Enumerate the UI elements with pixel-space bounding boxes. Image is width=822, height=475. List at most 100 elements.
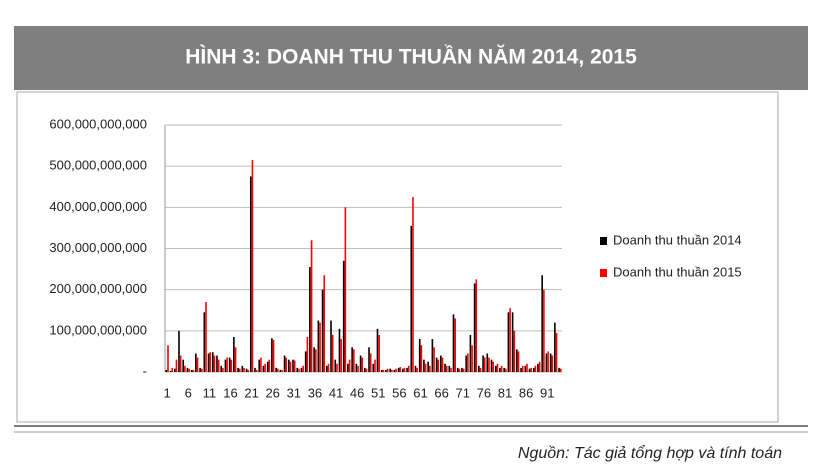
bar xyxy=(385,369,387,372)
bar xyxy=(171,367,174,372)
bar xyxy=(378,334,380,372)
x-tick-label: 86 xyxy=(519,385,533,400)
bar xyxy=(260,357,262,372)
bar xyxy=(173,368,176,372)
bar xyxy=(391,369,393,372)
x-tick-label: 6 xyxy=(185,385,192,400)
bar xyxy=(317,320,320,372)
bar xyxy=(547,351,549,372)
y-tick-label: 200,000,000,000 xyxy=(49,281,147,296)
bar xyxy=(325,365,328,372)
bar xyxy=(435,357,438,372)
bar xyxy=(407,365,410,372)
bar xyxy=(224,359,227,372)
bar xyxy=(444,363,446,372)
bar xyxy=(222,367,224,372)
bar xyxy=(182,359,184,372)
legend-swatch xyxy=(600,237,607,245)
x-tick-label: 71 xyxy=(456,385,470,400)
bar xyxy=(321,289,324,372)
bar xyxy=(445,365,448,372)
y-tick-label: 600,000,000,000 xyxy=(49,116,147,131)
bar xyxy=(203,312,206,372)
bar xyxy=(482,355,484,372)
bar xyxy=(496,363,499,372)
y-tick-label: 500,000,000,000 xyxy=(49,158,147,173)
bar xyxy=(207,353,210,372)
bar xyxy=(452,314,455,372)
y-tick-label: - xyxy=(143,363,147,378)
bar xyxy=(213,355,216,372)
bar xyxy=(503,367,505,372)
bar xyxy=(545,353,548,372)
bar xyxy=(500,365,503,372)
bar xyxy=(488,357,490,372)
bar xyxy=(272,339,275,372)
chart-frame xyxy=(16,91,779,423)
bar xyxy=(462,368,465,372)
bar xyxy=(386,368,389,372)
bar xyxy=(275,367,277,372)
bar xyxy=(465,355,467,372)
bar xyxy=(289,361,292,372)
bar xyxy=(494,365,497,372)
x-tick-label: 21 xyxy=(244,385,258,400)
bar xyxy=(169,370,172,372)
x-tick-label: 66 xyxy=(434,385,448,400)
bar xyxy=(353,349,355,372)
bar xyxy=(475,279,478,372)
bar xyxy=(509,308,511,372)
bar xyxy=(479,367,482,372)
bar xyxy=(406,367,408,372)
bar xyxy=(238,368,241,372)
bar xyxy=(554,322,556,372)
bar xyxy=(505,368,507,372)
bar xyxy=(534,365,537,372)
bar xyxy=(209,352,212,372)
bar xyxy=(517,351,520,372)
bar xyxy=(541,275,543,372)
bar xyxy=(271,338,273,372)
bar xyxy=(361,357,364,372)
bar xyxy=(175,359,178,372)
bar xyxy=(283,355,286,372)
bar xyxy=(344,207,347,372)
bar xyxy=(178,330,180,372)
bar xyxy=(348,359,351,372)
bar xyxy=(279,369,282,372)
bar xyxy=(190,369,193,372)
bar xyxy=(369,353,372,372)
bar xyxy=(478,365,480,372)
bar xyxy=(513,330,516,372)
bar xyxy=(233,337,235,372)
x-tick-label: 1 xyxy=(163,385,170,400)
bar xyxy=(220,365,223,372)
bar xyxy=(287,359,290,372)
x-tick-label: 56 xyxy=(392,385,406,400)
bar xyxy=(245,368,248,372)
x-tick-label: 31 xyxy=(287,385,301,400)
bar xyxy=(520,367,522,372)
figure-title: HÌNH 3: DOANH THU THUẦN NĂM 2014, 2015 xyxy=(185,46,637,69)
bar xyxy=(268,359,271,372)
bar xyxy=(340,339,342,372)
bar xyxy=(237,367,239,372)
bar xyxy=(549,353,552,372)
bar xyxy=(429,365,431,372)
bar xyxy=(521,365,524,372)
bar xyxy=(230,359,233,372)
bar xyxy=(448,365,451,372)
bar xyxy=(511,312,514,372)
bar xyxy=(410,225,413,372)
bar xyxy=(528,368,531,372)
bar xyxy=(469,334,472,372)
bar xyxy=(292,359,294,372)
bar xyxy=(251,159,254,372)
bar xyxy=(412,197,414,372)
bar xyxy=(315,349,317,372)
bar xyxy=(313,347,315,372)
bar xyxy=(243,367,245,372)
legend-label: Doanh thu thuần 2015 xyxy=(613,264,742,279)
bar xyxy=(347,363,349,372)
bar xyxy=(532,367,535,372)
